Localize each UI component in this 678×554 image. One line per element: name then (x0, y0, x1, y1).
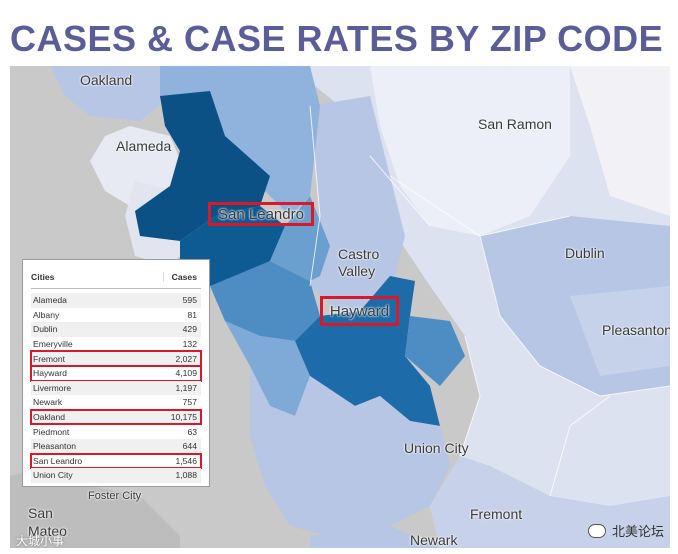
label-newark: Newark (410, 532, 458, 548)
row-cases: 1,546 (175, 455, 197, 466)
header-cases: Cases (162, 272, 201, 282)
label-castro-valley: Castro Valley (338, 246, 380, 279)
map-canvas (10, 66, 670, 548)
row-city: Piedmont (33, 426, 70, 437)
label-union-city: Union City (404, 440, 469, 456)
highlight-san-leandro[interactable]: San Leandro (208, 202, 314, 226)
row-cases: 429 (182, 324, 197, 335)
zip-pleasanton (570, 286, 670, 376)
row-cases: 1,088 (175, 470, 197, 481)
zip-san-leandro-east (270, 196, 330, 281)
table-row: Livermore 1,197 (31, 380, 201, 396)
zip-newark (310, 526, 440, 548)
label-san-mateo: San Mateo (28, 505, 67, 539)
zip-castro-valley (310, 96, 405, 316)
zip-san-leandro (210, 261, 320, 341)
header-cities: Cities (31, 272, 55, 282)
row-city: Fremont (33, 353, 65, 364)
label-san-ramon: San Ramon (478, 116, 552, 132)
row-cases: 132 (182, 339, 197, 350)
watermark-right: 北美论坛 (587, 521, 664, 540)
table-row-highlighted: Hayward 4,109 (30, 364, 202, 382)
label-dublin: Dublin (565, 245, 605, 261)
row-cases: 81 (187, 309, 197, 320)
table-row-highlighted: Oakland 10,175 (30, 408, 202, 426)
zip-oakland-north (50, 66, 170, 121)
label-foster-city: Foster City (88, 490, 142, 502)
row-cases: 757 (182, 397, 197, 408)
row-city: Pleasanton (33, 441, 77, 452)
table-row: Pleasanton 644 (31, 438, 201, 454)
row-cases: 10,175 (170, 412, 197, 423)
zip-far-east (570, 66, 670, 216)
row-city: Albany (33, 309, 60, 320)
table-row: Piedmont 63 (31, 424, 201, 439)
zip-boundaries (309, 105, 670, 497)
zip-fremont (430, 456, 670, 548)
row-cases: 1,197 (175, 382, 197, 393)
row-cases: 644 (182, 441, 197, 452)
row-cases: 63 (187, 426, 197, 437)
table-row: Emeryville 132 (31, 337, 201, 352)
table-row: Alameda 595 (31, 293, 201, 308)
label-alameda: Alameda (116, 138, 172, 154)
row-city: San Leandro (33, 455, 83, 466)
zip-hayward-hills (405, 316, 465, 386)
row-city: Dublin (33, 324, 58, 335)
row-city: Newark (33, 397, 63, 408)
table-row: Albany 81 (31, 308, 201, 323)
table-row-highlighted: Fremont 2,027 (30, 350, 202, 367)
watermark-left: 大城小事 (16, 534, 65, 548)
label-fremont: Fremont (470, 506, 523, 522)
row-city: Oakland (33, 412, 66, 423)
zip-san-ramon (370, 66, 570, 236)
label-oakland: Oakland (80, 72, 133, 88)
zip-san-lorenzo (225, 321, 310, 416)
table-row: Newark 757 (31, 395, 201, 410)
table-row: Dublin 429 (31, 322, 201, 337)
chat-bubble-icon (587, 523, 606, 538)
page-title: CASES & CASE RATES BY ZIP CODE (10, 18, 664, 59)
row-cases: 2,027 (175, 353, 197, 364)
table-header: Cities Cases (31, 266, 201, 289)
row-city: Hayward (33, 368, 67, 379)
row-city: Alameda (33, 295, 67, 306)
table-row: Union City 1,088 (31, 468, 201, 483)
row-city: Emeryville (33, 339, 73, 350)
alameda-island (90, 126, 185, 206)
row-cases: 4,109 (175, 368, 197, 379)
zip-union-city (250, 366, 450, 536)
row-city: Livermore (33, 382, 72, 393)
label-pleasanton: Pleasanton (602, 322, 670, 338)
watermark-right-text: 北美论坛 (611, 524, 664, 539)
cases-table: Cities Cases Alameda 595 Albany 81 Dublin 4… (22, 259, 210, 487)
zip-code-map[interactable]: Oakland Alameda San Ramon Castro Valley … (10, 66, 670, 548)
row-cases: 595 (182, 295, 197, 306)
row-city: Union City (33, 470, 73, 481)
zip-hayward (295, 276, 440, 426)
table-row-highlighted: San Leandro 1,546 (30, 452, 202, 470)
highlight-hayward[interactable]: Hayward (320, 296, 399, 326)
